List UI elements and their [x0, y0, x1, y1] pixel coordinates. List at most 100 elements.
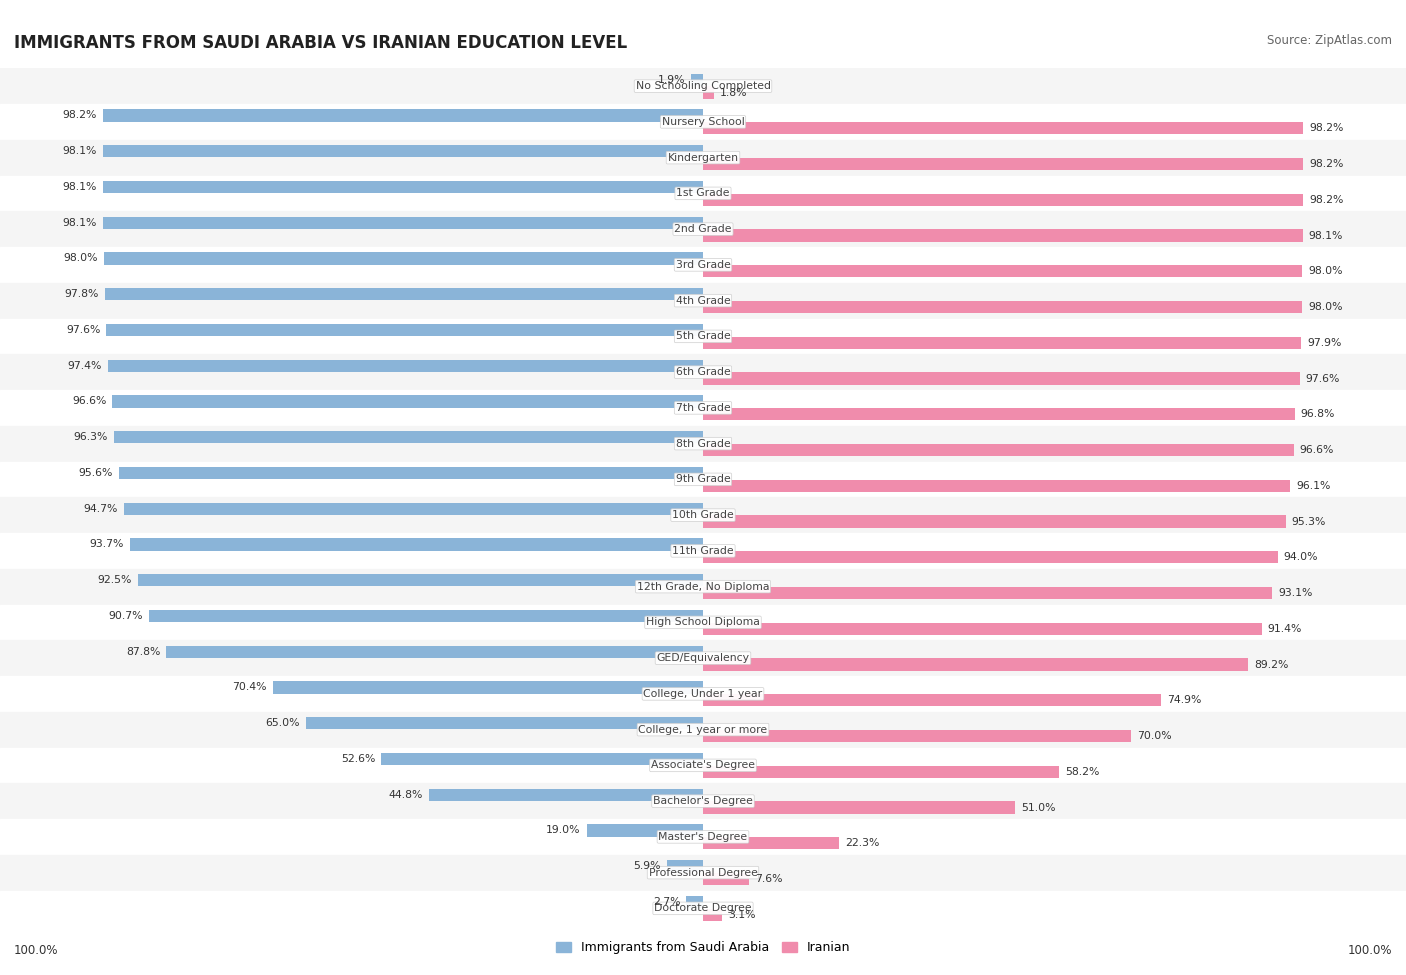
Bar: [703, 444, 1294, 456]
Text: Master's Degree: Master's Degree: [658, 832, 748, 841]
Bar: [0, 176, 1406, 212]
Text: 19.0%: 19.0%: [547, 826, 581, 836]
Bar: [103, 109, 703, 122]
Text: 1.8%: 1.8%: [720, 88, 748, 98]
Bar: [0, 890, 1406, 926]
Bar: [429, 789, 703, 800]
Bar: [703, 587, 1272, 600]
Bar: [0, 354, 1406, 390]
Text: 98.0%: 98.0%: [63, 254, 98, 263]
Bar: [703, 623, 1261, 635]
Bar: [686, 896, 703, 908]
Bar: [703, 873, 749, 885]
Text: 100.0%: 100.0%: [1347, 944, 1392, 957]
Text: 96.3%: 96.3%: [75, 432, 108, 443]
Text: 94.7%: 94.7%: [83, 504, 118, 514]
Text: 9th Grade: 9th Grade: [676, 475, 730, 485]
Text: 70.4%: 70.4%: [232, 682, 267, 692]
Text: 96.6%: 96.6%: [72, 397, 107, 407]
Bar: [0, 855, 1406, 890]
Bar: [114, 431, 703, 444]
Bar: [107, 324, 703, 336]
Text: 98.1%: 98.1%: [63, 182, 97, 192]
Bar: [0, 641, 1406, 676]
Bar: [703, 765, 1059, 778]
Bar: [703, 909, 721, 921]
Bar: [666, 860, 703, 873]
Bar: [703, 658, 1249, 671]
Bar: [103, 180, 703, 193]
Text: Source: ZipAtlas.com: Source: ZipAtlas.com: [1267, 34, 1392, 47]
Bar: [0, 426, 1406, 461]
Text: 22.3%: 22.3%: [845, 838, 880, 848]
Bar: [703, 265, 1302, 278]
Text: 58.2%: 58.2%: [1064, 766, 1099, 777]
Bar: [0, 247, 1406, 283]
Text: 94.0%: 94.0%: [1284, 552, 1319, 563]
Text: 8th Grade: 8th Grade: [676, 439, 730, 448]
Bar: [131, 538, 703, 551]
Bar: [0, 568, 1406, 604]
Legend: Immigrants from Saudi Arabia, Iranian: Immigrants from Saudi Arabia, Iranian: [551, 936, 855, 959]
Text: 98.1%: 98.1%: [1309, 230, 1343, 241]
Bar: [703, 194, 1303, 206]
Bar: [0, 104, 1406, 139]
Bar: [703, 730, 1130, 742]
Text: 100.0%: 100.0%: [14, 944, 59, 957]
Text: 3rd Grade: 3rd Grade: [675, 260, 731, 270]
Text: 5.9%: 5.9%: [633, 861, 661, 872]
Bar: [0, 819, 1406, 855]
Bar: [0, 748, 1406, 783]
Text: Bachelor's Degree: Bachelor's Degree: [652, 797, 754, 806]
Text: No Schooling Completed: No Schooling Completed: [636, 81, 770, 91]
Bar: [703, 87, 714, 98]
Bar: [703, 409, 1295, 420]
Text: 92.5%: 92.5%: [97, 575, 131, 585]
Bar: [0, 139, 1406, 176]
Text: 97.4%: 97.4%: [67, 361, 101, 370]
Text: 98.0%: 98.0%: [1308, 266, 1343, 276]
Bar: [166, 645, 703, 658]
Bar: [0, 319, 1406, 354]
Bar: [112, 395, 703, 408]
Text: 65.0%: 65.0%: [266, 719, 299, 728]
Bar: [305, 717, 703, 729]
Text: 6th Grade: 6th Grade: [676, 368, 730, 377]
Text: 2nd Grade: 2nd Grade: [675, 224, 731, 234]
Text: 2.7%: 2.7%: [652, 897, 681, 907]
Text: 1st Grade: 1st Grade: [676, 188, 730, 198]
Bar: [703, 551, 1278, 564]
Bar: [703, 516, 1285, 527]
Text: 10th Grade: 10th Grade: [672, 510, 734, 520]
Text: 5th Grade: 5th Grade: [676, 332, 730, 341]
Bar: [104, 253, 703, 264]
Text: 97.6%: 97.6%: [66, 325, 100, 335]
Text: Nursery School: Nursery School: [662, 117, 744, 127]
Bar: [0, 712, 1406, 748]
Bar: [586, 824, 703, 837]
Bar: [703, 158, 1303, 171]
Text: High School Diploma: High School Diploma: [647, 617, 759, 627]
Text: Associate's Degree: Associate's Degree: [651, 760, 755, 770]
Bar: [703, 480, 1291, 492]
Bar: [703, 801, 1015, 814]
Bar: [0, 212, 1406, 247]
Bar: [703, 838, 839, 849]
Bar: [703, 301, 1302, 313]
Text: 98.1%: 98.1%: [63, 217, 97, 228]
Text: 51.0%: 51.0%: [1021, 802, 1056, 812]
Bar: [124, 502, 703, 515]
Text: College, 1 year or more: College, 1 year or more: [638, 724, 768, 734]
Text: 97.9%: 97.9%: [1308, 337, 1341, 348]
Text: 97.8%: 97.8%: [65, 290, 98, 299]
Text: 95.6%: 95.6%: [79, 468, 112, 478]
Text: 96.1%: 96.1%: [1296, 481, 1331, 490]
Text: 93.1%: 93.1%: [1278, 588, 1313, 598]
Text: 87.8%: 87.8%: [125, 646, 160, 657]
Bar: [0, 783, 1406, 819]
Bar: [381, 753, 703, 765]
Bar: [0, 533, 1406, 568]
Text: 44.8%: 44.8%: [388, 790, 423, 799]
Text: Doctorate Degree: Doctorate Degree: [654, 904, 752, 914]
Bar: [0, 390, 1406, 426]
